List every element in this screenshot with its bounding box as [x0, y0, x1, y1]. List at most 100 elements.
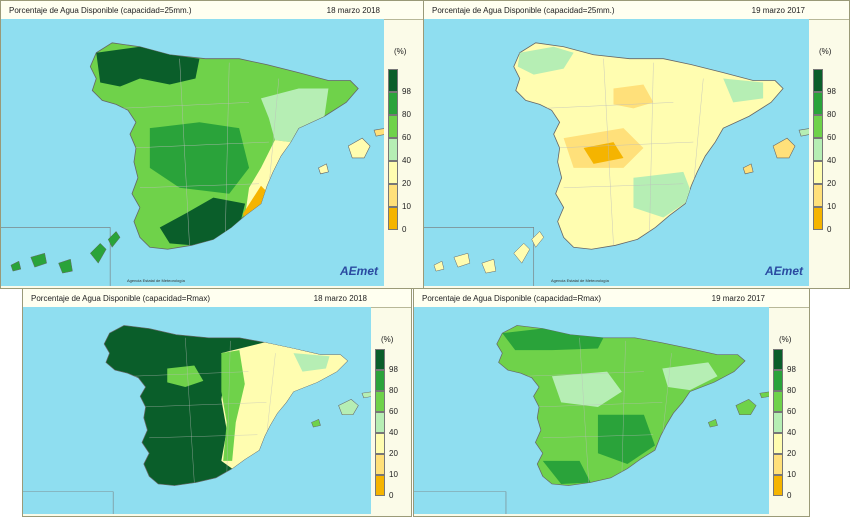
legend-label: 40	[827, 156, 836, 165]
map-panel-25mm-2017: Porcentaje de Agua Disponible (capacidad…	[423, 0, 850, 289]
water-level-area	[597, 414, 655, 464]
province-boundary	[603, 58, 614, 246]
canary-inset-frame	[424, 227, 535, 286]
water-level-area	[221, 342, 348, 469]
mainland-region	[513, 42, 784, 250]
legend-swatch	[375, 349, 385, 370]
panel-date: 19 marzo 2017	[751, 6, 805, 15]
canary-island	[513, 242, 531, 264]
legend-swatch	[388, 161, 398, 184]
legend-swatch	[813, 207, 823, 230]
legend-label: 20	[787, 449, 796, 458]
province-boundary	[533, 402, 663, 408]
water-map	[424, 19, 809, 286]
legend-unit: (%)	[394, 47, 407, 56]
legend-swatch	[813, 69, 823, 92]
color-legend: (%) 98 80 60 40 20 10 0	[373, 309, 407, 512]
balearic-island	[338, 399, 359, 415]
water-level-area	[502, 328, 604, 351]
water-level-area	[293, 353, 330, 372]
legend-label: 0	[389, 491, 394, 500]
legend-label: 20	[402, 179, 411, 188]
legend-swatch	[773, 433, 783, 454]
legend-swatch	[375, 391, 385, 412]
water-level-area	[542, 460, 591, 484]
panel-date: 18 marzo 2018	[313, 294, 367, 303]
water-level-area	[723, 78, 764, 103]
province-boundary	[266, 353, 276, 438]
balearic-island	[311, 419, 321, 428]
legend-swatch	[375, 454, 385, 475]
water-map	[23, 307, 371, 514]
water-level-area	[167, 365, 204, 388]
province-boundary	[149, 434, 258, 439]
balearic-island	[735, 399, 757, 415]
legend-label: 10	[402, 202, 411, 211]
province-boundary	[179, 58, 190, 246]
legend-label: 10	[787, 470, 796, 479]
province-boundary	[131, 371, 249, 377]
legend-label: 80	[389, 386, 398, 395]
water-level-area	[260, 88, 329, 143]
panel-title: Porcentaje de Agua Disponible (capacidad…	[422, 294, 601, 303]
legend-label: 98	[787, 365, 796, 374]
legend-label: 80	[827, 110, 836, 119]
water-level-area	[221, 350, 245, 461]
legend-swatch	[773, 454, 783, 475]
balearic-island	[798, 128, 809, 137]
spain-map	[23, 325, 371, 514]
canary-inset-frame	[414, 491, 507, 514]
aemet-logo: AEmet	[340, 264, 379, 278]
province-boundary	[579, 337, 589, 483]
agency-footer: Agencia Estatal de Meteorología	[127, 278, 185, 283]
legend-label: 40	[787, 428, 796, 437]
panel-date: 18 marzo 2018	[326, 6, 380, 15]
water-level-area	[149, 122, 250, 194]
legend-swatch	[375, 475, 385, 496]
map-panel-25mm-2018: Porcentaje de Agua Disponible (capacidad…	[0, 0, 425, 289]
water-level-area	[583, 142, 624, 164]
water-level-area	[613, 84, 654, 109]
water-level-area	[633, 171, 694, 218]
legend-label: 98	[402, 87, 411, 96]
legend-label: 40	[402, 156, 411, 165]
legend-swatch	[813, 184, 823, 207]
balearic-island	[742, 163, 754, 175]
province-boundary	[649, 62, 654, 238]
spain-map	[414, 325, 769, 514]
color-legend: (%) 98 80 60 40 20 10 0	[386, 21, 420, 284]
panel-header: Porcentaje de Agua Disponible (capacidad…	[414, 289, 809, 308]
legend-label: 98	[827, 87, 836, 96]
canary-island	[58, 258, 73, 274]
spain-map	[1, 42, 384, 286]
canary-island	[433, 260, 445, 272]
water-level-area	[551, 371, 622, 408]
province-boundary	[621, 340, 626, 477]
canary-inset-frame	[23, 491, 114, 514]
water-level-area	[517, 46, 574, 75]
canary-island	[30, 252, 47, 268]
legend-swatch	[388, 69, 398, 92]
map-panel-rmax-2017: Porcentaje de Agua Disponible (capacidad…	[413, 288, 810, 517]
legend-swatch	[813, 161, 823, 184]
color-legend: (%) 98 80 60 40 20 10 0	[771, 309, 805, 512]
canary-island	[10, 260, 22, 272]
legend-swatch	[388, 92, 398, 115]
panel-title: Porcentaje de Agua Disponible (capacidad…	[432, 6, 615, 15]
canary-island	[89, 242, 107, 264]
panel-header: Porcentaje de Agua Disponible (capacidad…	[424, 1, 849, 20]
balearic-island	[361, 391, 371, 399]
panel-title: Porcentaje de Agua Disponible (capacidad…	[9, 6, 192, 15]
province-boundary	[139, 183, 259, 188]
canary-island	[453, 252, 471, 268]
legend-label: 98	[389, 365, 398, 374]
legend-swatch	[773, 370, 783, 391]
province-boundary	[553, 141, 694, 149]
legend-label: 80	[402, 110, 411, 119]
balearic-island	[318, 163, 329, 175]
legend-label: 10	[827, 202, 836, 211]
aemet-logo: AEmet	[765, 264, 804, 278]
panel-date: 19 marzo 2017	[711, 294, 765, 303]
legend-label: 40	[389, 428, 398, 437]
legend-unit: (%)	[819, 47, 832, 56]
